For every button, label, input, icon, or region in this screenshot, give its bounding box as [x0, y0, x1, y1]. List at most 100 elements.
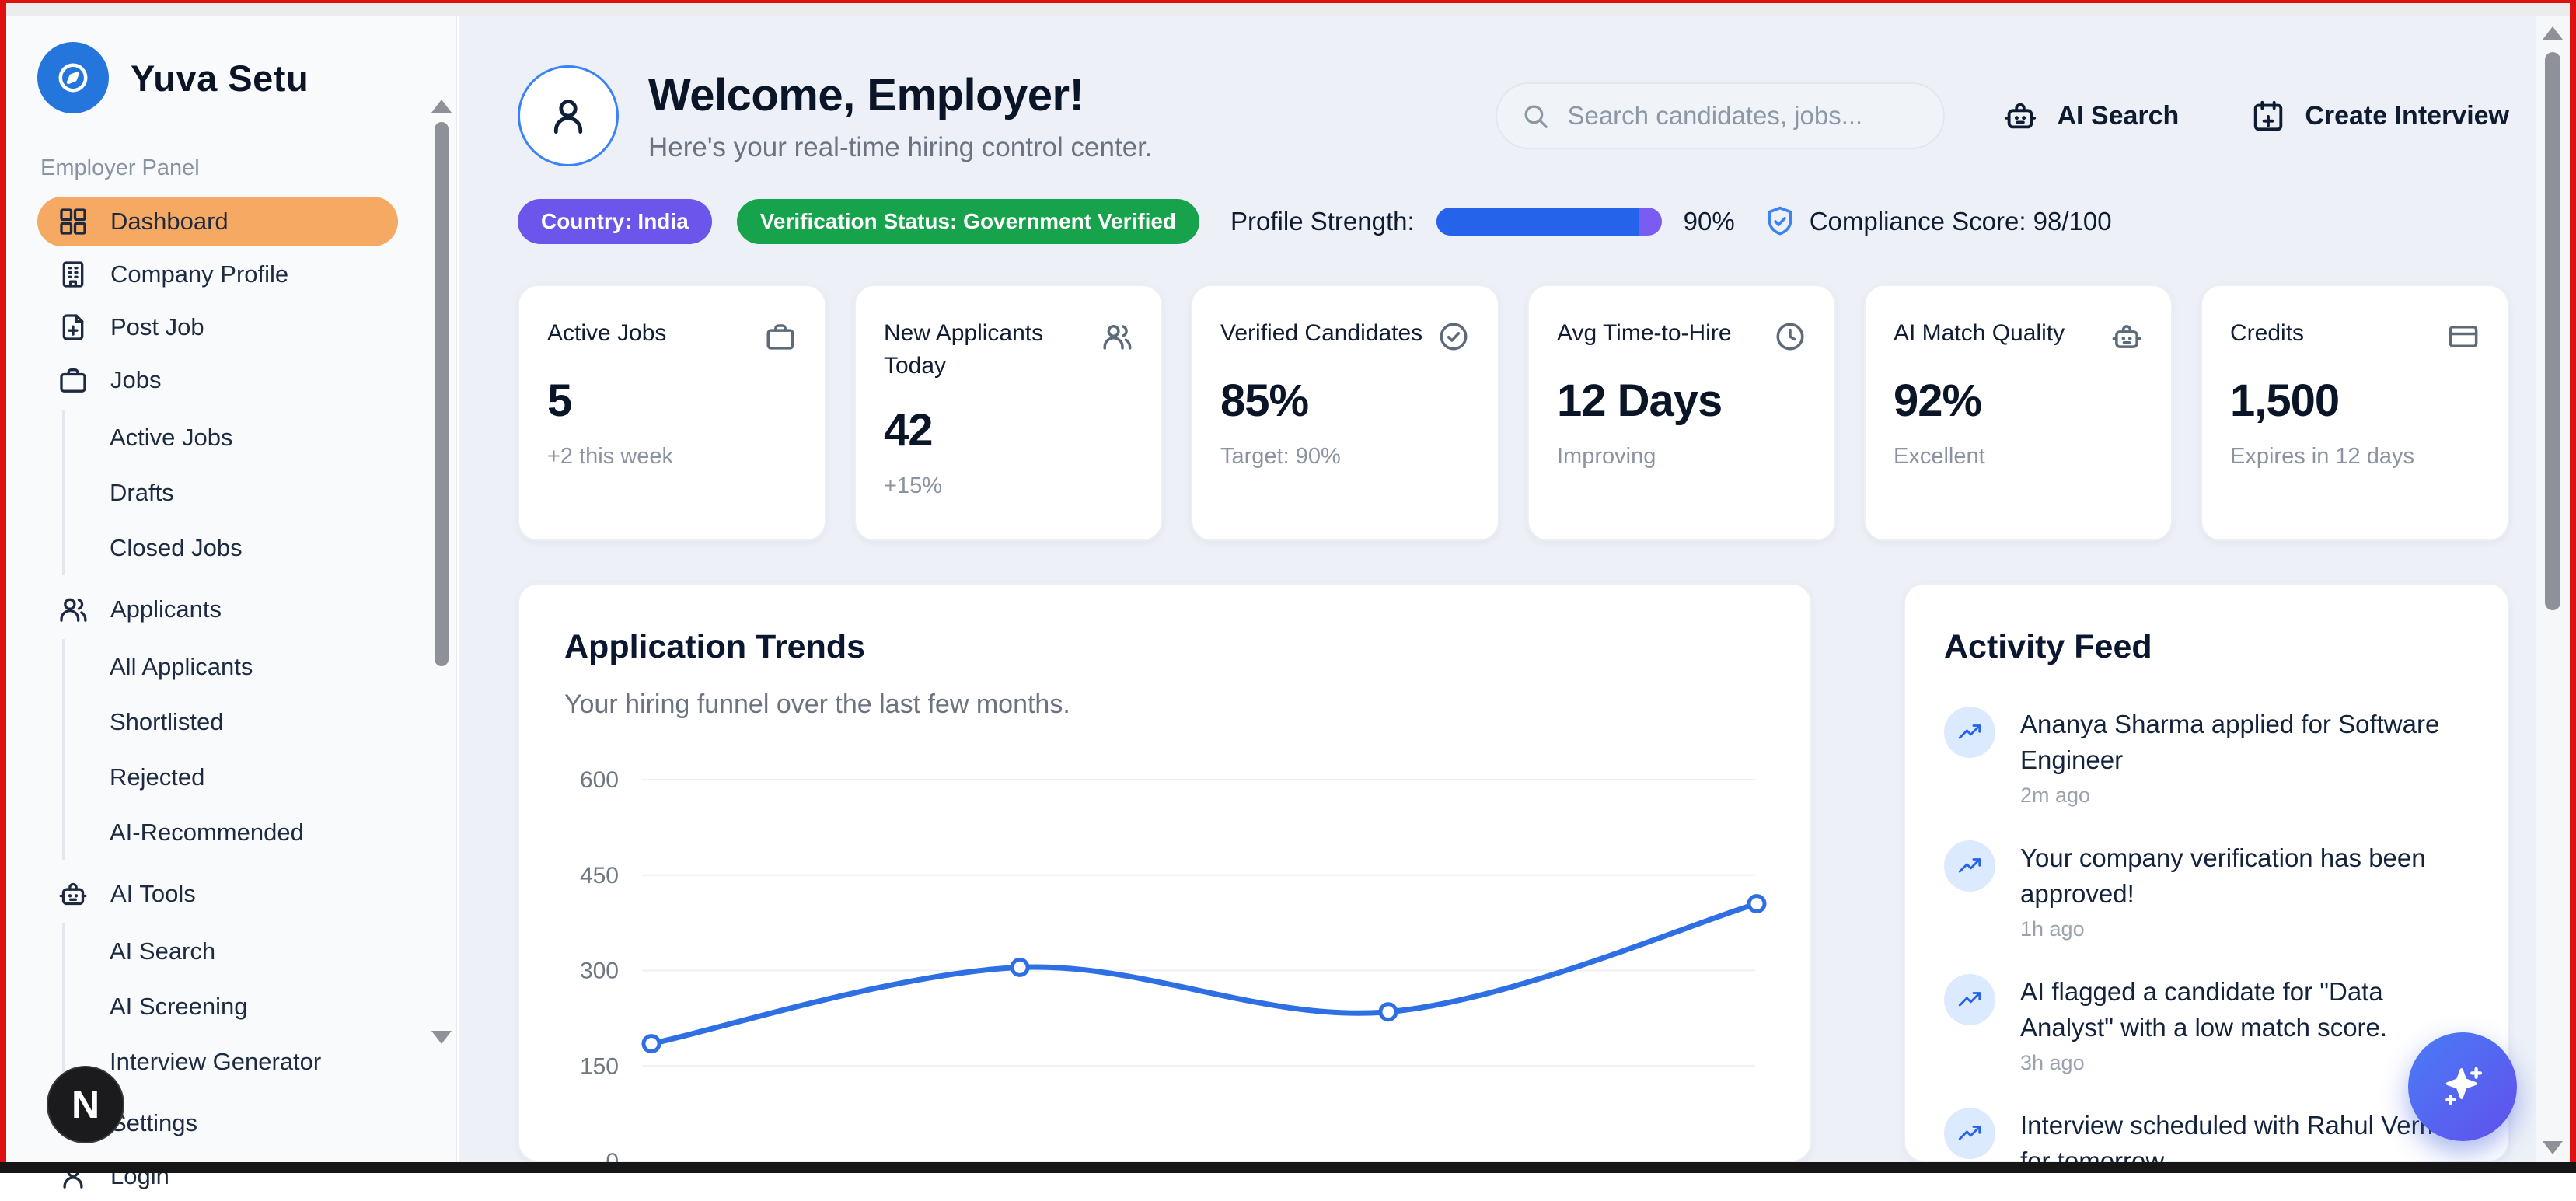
svg-text:0: 0 [606, 1149, 619, 1162]
users-icon [58, 594, 89, 625]
page-subtitle: Here's your real-time hiring control cen… [648, 131, 1153, 162]
search-input[interactable] [1565, 100, 1921, 131]
create-interview-button[interactable]: Create Interview [2250, 98, 2509, 134]
welcome-block: Welcome, Employer! Here's your real-time… [648, 69, 1153, 163]
stat-card-header: Credits [2230, 317, 2480, 353]
sidebar-item-shortlisted[interactable]: Shortlisted [110, 707, 224, 735]
main-content: Welcome, Employer! Here's your real-time… [459, 16, 2536, 1162]
stat-value: 42 [884, 405, 934, 456]
sidebar-item-label: AI Tools [110, 880, 196, 907]
window-bottom-bar [0, 1162, 2576, 1173]
sidebar: Yuva Setu Employer Panel Dashboard Compan… [6, 16, 457, 1189]
activity-feed-title: Activity Feed [1944, 628, 2152, 665]
stat-value: 1,500 [2230, 375, 2340, 426]
scroll-down-arrow-icon[interactable] [431, 1031, 452, 1044]
stat-subtext: +15% [884, 473, 942, 498]
activity-item-body: Ananya Sharma applied for Software Engin… [2020, 707, 2469, 808]
svg-text:450: 450 [580, 863, 619, 889]
trending-up-icon [1944, 840, 1995, 892]
activity-timestamp: 2m ago [2020, 784, 2091, 808]
stat-value: 85% [1220, 375, 1309, 426]
stat-value: 12 Days [1557, 375, 1723, 426]
activity-item-body: Your company verification has been appro… [2020, 840, 2469, 941]
svg-text:150: 150 [580, 1053, 619, 1079]
scroll-up-arrow-icon[interactable] [431, 100, 452, 113]
trending-up-icon [1944, 1108, 1995, 1160]
screenshot-border-left [0, 0, 6, 1173]
users-icon [1101, 320, 1133, 353]
main-scrollbar-thumb[interactable] [2545, 52, 2560, 610]
stat-subtext: Excellent [1894, 444, 1985, 469]
activity-timestamp: 3h ago [2020, 1051, 2085, 1075]
stat-subtext: Expires in 12 days [2230, 444, 2414, 469]
sidebar-scrollbar[interactable] [431, 100, 452, 1044]
sidebar-scrollbar-thumb[interactable] [435, 122, 449, 666]
activity-item: Interview scheduled with Rahul Verma for… [1944, 1108, 2469, 1162]
app-title: Yuva Setu [131, 57, 309, 99]
scroll-down-arrow-icon[interactable] [2543, 1141, 2563, 1154]
sidebar-item-ai-recommended[interactable]: AI-Recommended [110, 818, 304, 846]
sidebar-item-ai-search[interactable]: AI Search [110, 937, 216, 965]
country-badge: Country: India [518, 199, 712, 244]
bot-icon [58, 878, 89, 909]
chart-subtitle: Your hiring funnel over the last few mon… [564, 690, 1070, 719]
ai-search-label: AI Search [2057, 100, 2180, 131]
activity-feed-list: Ananya Sharma applied for Software Engin… [1944, 707, 2469, 1162]
main-scrollbar[interactable] [2536, 16, 2570, 1162]
sidebar-item-post-job[interactable]: Post Job [37, 302, 398, 352]
line-chart: 600 450 300 150 0 [564, 752, 1767, 1162]
app-logo[interactable]: Yuva Setu [37, 42, 398, 113]
sidebar-item-jobs[interactable]: Jobs [37, 355, 398, 405]
file-plus-icon [58, 312, 89, 343]
activity-item: Ananya Sharma applied for Software Engin… [1944, 707, 2469, 808]
svg-text:300: 300 [580, 958, 619, 984]
sidebar-item-drafts[interactable]: Drafts [110, 478, 174, 506]
sidebar-item-settings[interactable]: Settings [37, 1098, 398, 1148]
calendar-plus-icon [2250, 98, 2286, 134]
activity-item-body: AI flagged a candidate for "Data Analyst… [2020, 974, 2469, 1075]
stat-card-header: Verified Candidates [1220, 317, 1470, 353]
sidebar-item-interview-generator[interactable]: Interview Generator [110, 1047, 322, 1075]
sidebar-item-active-jobs[interactable]: Active Jobs [110, 423, 233, 451]
application-trends-card: Application Trends Your hiring funnel ov… [518, 583, 1812, 1162]
sidebar-item-label: Company Profile [110, 260, 289, 288]
sidebar-item-login[interactable]: Login [37, 1151, 398, 1201]
stat-title: New Applicants Today [884, 320, 1044, 379]
stat-card-new-applicants-today: New Applicants Today 42 +15% [854, 285, 1163, 541]
profile-strength-fill [1436, 208, 1639, 236]
profile-strength-bar [1436, 208, 1662, 236]
nextjs-dev-badge[interactable]: N [47, 1066, 124, 1143]
employer-avatar[interactable] [518, 65, 619, 166]
stat-card-header: Active Jobs [547, 317, 797, 353]
sidebar-item-label: Applicants [110, 595, 222, 623]
sidebar-item-all-applicants[interactable]: All Applicants [110, 652, 253, 680]
sidebar-item-ai-screening[interactable]: AI Screening [110, 992, 248, 1020]
activity-text: Your company verification has been appro… [2020, 843, 2426, 908]
svg-text:600: 600 [580, 767, 619, 793]
stat-card-credits: Credits 1,500 Expires in 12 days [2201, 285, 2509, 541]
stat-title: Verified Candidates [1220, 320, 1423, 346]
bot-icon [2110, 320, 2143, 353]
window-top-strip [6, 3, 2570, 16]
stat-title: Avg Time-to-Hire [1557, 320, 1732, 346]
application-trends-chart: 600 450 300 150 0 [580, 767, 1767, 1162]
stats-row: Active Jobs 5 +2 this week New Applicants T… [518, 285, 2509, 541]
scroll-up-arrow-icon[interactable] [2543, 26, 2563, 40]
activity-timestamp: 1h ago [2020, 917, 2085, 941]
status-bar: Country: India Verification Status: Gove… [518, 199, 2509, 244]
sidebar-item-dashboard[interactable]: Dashboard [37, 197, 398, 246]
stat-subtext: +2 this week [547, 444, 674, 469]
ai-assistant-fab[interactable] [2408, 1032, 2517, 1141]
sidebar-item-label: Jobs [110, 366, 162, 393]
sidebar-item-closed-jobs[interactable]: Closed Jobs [110, 533, 243, 561]
sidebar-item-company-profile[interactable]: Company Profile [37, 250, 398, 299]
search-icon [1520, 101, 1550, 131]
ai-search-button[interactable]: AI Search [2002, 98, 2179, 134]
sidebar-item-ai-tools[interactable]: AI Tools [37, 869, 398, 919]
sidebar-item-rejected[interactable]: Rejected [110, 763, 205, 791]
activity-text: AI flagged a candidate for "Data Analyst… [2020, 977, 2388, 1042]
search-box [1496, 82, 1946, 149]
compass-logo-icon [37, 42, 109, 113]
sidebar-item-applicants[interactable]: Applicants [37, 585, 398, 634]
activity-text: Interview scheduled with Rahul Verma for… [2020, 1111, 2456, 1162]
